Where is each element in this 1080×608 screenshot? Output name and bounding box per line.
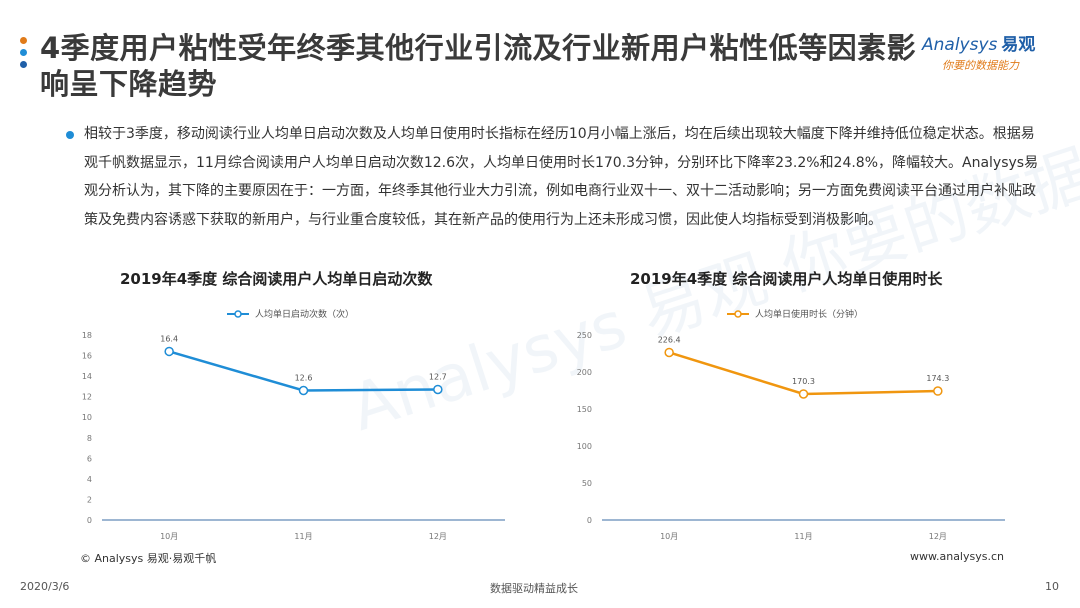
dot-navy	[20, 61, 27, 68]
data-point	[664, 347, 674, 358]
y-tick-label: 0	[87, 516, 92, 525]
y-tick-label: 50	[582, 479, 592, 488]
x-tick-label: 12月	[429, 532, 447, 541]
y-tick-label: 16	[82, 352, 92, 361]
brand-logo: Analysys 易观 你要的数据能力	[922, 30, 1062, 76]
y-tick-label: 0	[587, 516, 592, 525]
chart-launches: 人均单日启动次数（次） 0 2 4 6 8 10 12 14 16 18 10月 11月 12月 16.4 1…	[82, 308, 505, 541]
logo-brand-cn: 易观	[1001, 35, 1036, 55]
data-point	[433, 384, 443, 395]
page-number: 10	[1045, 580, 1059, 593]
y-tick-label: 250	[577, 331, 592, 340]
x-tick-label: 10月	[160, 532, 178, 541]
data-point	[798, 389, 809, 399]
data-label: 226.4	[658, 335, 681, 344]
dot-orange	[20, 37, 27, 44]
y-tick-label: 2	[87, 495, 92, 504]
y-tick-label: 100	[577, 442, 592, 451]
bullet-icon	[66, 131, 74, 139]
chart-legend: 人均单日启动次数（次）	[227, 308, 354, 320]
x-tick-label: 11月	[294, 532, 312, 541]
title-dots	[20, 37, 28, 73]
dot-blue	[20, 49, 27, 56]
y-tick-label: 10	[82, 413, 92, 422]
y-tick-label: 8	[87, 434, 92, 443]
data-point	[933, 386, 943, 396]
x-tick-label: 11月	[794, 532, 812, 541]
data-label: 12.7	[429, 372, 447, 381]
footer-website[interactable]: www.analysys.cn	[910, 550, 1004, 563]
y-tick-label: 200	[577, 368, 592, 377]
y-tick-label: 12	[82, 393, 92, 402]
data-label: 174.3	[926, 374, 949, 383]
data-point	[298, 385, 309, 396]
footer-tagline: 数据驱动精益成长	[490, 582, 578, 595]
series-line	[168, 350, 438, 392]
y-tick-label: 4	[87, 475, 92, 484]
data-label: 170.3	[792, 377, 815, 386]
legend-label: 人均单日启动次数（次）	[255, 308, 354, 320]
logo-brand: Analysys	[922, 35, 998, 55]
chart-title-launches: 2019年4季度 综合阅读用户人均单日启动次数	[120, 270, 433, 288]
legend-marker	[234, 310, 242, 318]
y-tick-label: 6	[87, 454, 92, 463]
footer-source: © Analysys 易观·易观千帆	[80, 552, 217, 565]
y-tick-label: 18	[82, 331, 92, 340]
x-tick-label: 10月	[660, 532, 678, 541]
chart-duration: 人均单日使用时长（分钟） 0 50 100 150 200 250 10月 11月 12月 226.…	[577, 308, 1005, 541]
logo-slogan: 你要的数据能力	[942, 59, 1019, 72]
y-tick-label: 14	[82, 372, 92, 381]
series-line	[668, 351, 938, 396]
footer-date: 2020/3/6	[20, 580, 70, 593]
legend-marker	[734, 310, 742, 318]
x-tick-label: 12月	[929, 532, 947, 541]
data-label: 12.6	[295, 374, 313, 383]
body-paragraph: 相较于3季度，移动阅读行业人均单日启动次数及人均单日使用时长指标在经历10月小幅…	[84, 126, 1039, 228]
data-point	[164, 346, 174, 357]
page-title: 4季度用户粘性受年终季其他行业引流及行业新用户粘性低等因素影响呈下降趋势	[40, 31, 917, 101]
chart-title-duration: 2019年4季度 综合阅读用户人均单日使用时长	[630, 270, 943, 288]
data-label: 16.4	[160, 334, 178, 343]
chart-legend: 人均单日使用时长（分钟）	[727, 308, 863, 320]
legend-label: 人均单日使用时长（分钟）	[755, 308, 863, 320]
y-tick-label: 150	[577, 405, 592, 414]
